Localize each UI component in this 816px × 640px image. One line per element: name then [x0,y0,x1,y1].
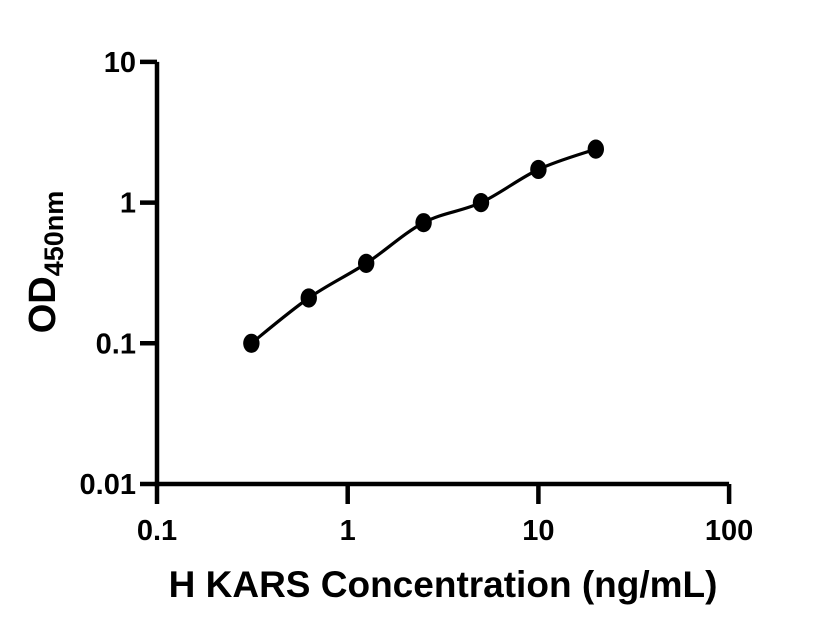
data-point-marker [243,333,260,353]
data-point-marker [472,193,490,213]
data-point-marker [530,159,547,180]
data-point-marker [357,253,375,273]
x-tick-label: 0.1 [137,515,177,547]
y-tick-label: 0.01 [80,469,136,501]
x-tick-label: 100 [705,515,753,547]
x-tick-label: 1 [340,515,356,547]
x-tick-label: 10 [522,515,554,547]
y-axis-title: OD450nm [22,191,69,334]
data-point-marker [587,139,605,159]
data-point-marker [300,288,317,308]
data-point-marker [415,213,432,233]
standard-curve-line [250,147,597,345]
y-tick-label: 10 [104,47,136,79]
y-tick-label: 1 [120,188,136,220]
x-axis-title: H KARS Concentration (ng/mL) [169,564,718,605]
y-tick-label: 0.1 [96,328,136,360]
